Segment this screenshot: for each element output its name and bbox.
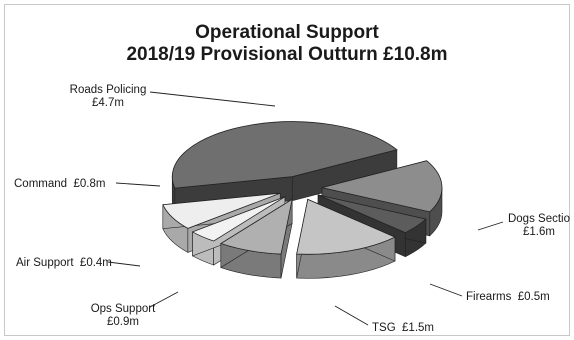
pie-slice-top-ops-support <box>219 198 293 255</box>
leader-line-ops-support <box>149 291 179 308</box>
label-ops-support: Ops Support £0.9m <box>78 303 168 329</box>
pie-slice-top-firearms <box>317 194 427 234</box>
label-firearms-value: £0.5m <box>517 291 550 303</box>
label-ops-support-value: £0.9m <box>107 316 139 328</box>
chart-subtitle: 2018/19 Provisional Outturn £10.8m <box>126 44 448 65</box>
label-dogs-section: Dogs Sectio £1.6m <box>504 213 574 239</box>
label-dogs-section-value: £1.6m <box>523 226 555 238</box>
pie-slice-tsg <box>296 198 396 279</box>
label-tsg-value: £1.5m <box>402 322 434 334</box>
label-dogs-section-name: Dogs Sectio <box>507 213 570 225</box>
pie-slice-top-dogs-sectio <box>321 160 443 213</box>
chart-title: Operational Support <box>195 22 379 43</box>
leader-line-dogs-section <box>477 221 504 231</box>
leader-line-tsg <box>334 305 369 326</box>
label-command: Command £0.8m <box>14 178 105 191</box>
label-command-name: Command <box>14 178 68 190</box>
label-firearms-name: Firearms <box>466 291 512 303</box>
pie-slice-roads-policing <box>171 121 398 213</box>
pie-slice-top-command <box>162 192 281 229</box>
pie-slice-top-tsg <box>296 198 396 255</box>
leader-line-command <box>115 182 161 187</box>
leader-line-air-support <box>107 261 141 267</box>
label-firearms: Firearms £0.5m <box>466 291 550 304</box>
label-air-support-name: Air Support <box>16 257 74 269</box>
label-roads-policing-name: Roads Policing <box>69 84 147 96</box>
label-tsg-name: TSG <box>372 322 396 334</box>
label-air-support-value: £0.4m <box>79 257 112 269</box>
label-air-support: Air Support £0.4m <box>16 257 112 270</box>
label-roads-policing-value: £4.7m <box>92 97 124 109</box>
pie-slice-ops-support <box>219 198 293 279</box>
label-tsg: TSG £1.5m <box>372 322 434 335</box>
label-command-value: £0.8m <box>73 178 106 190</box>
pie-slice-top-roads-policing <box>171 121 398 189</box>
label-ops-support-name: Ops Support <box>90 303 156 315</box>
leader-line-firearms <box>429 283 463 297</box>
label-roads-policing: Roads Policing £4.7m <box>48 84 168 110</box>
leader-line-roads-policing <box>149 91 276 107</box>
pie-slice-top-air-support <box>191 196 286 242</box>
